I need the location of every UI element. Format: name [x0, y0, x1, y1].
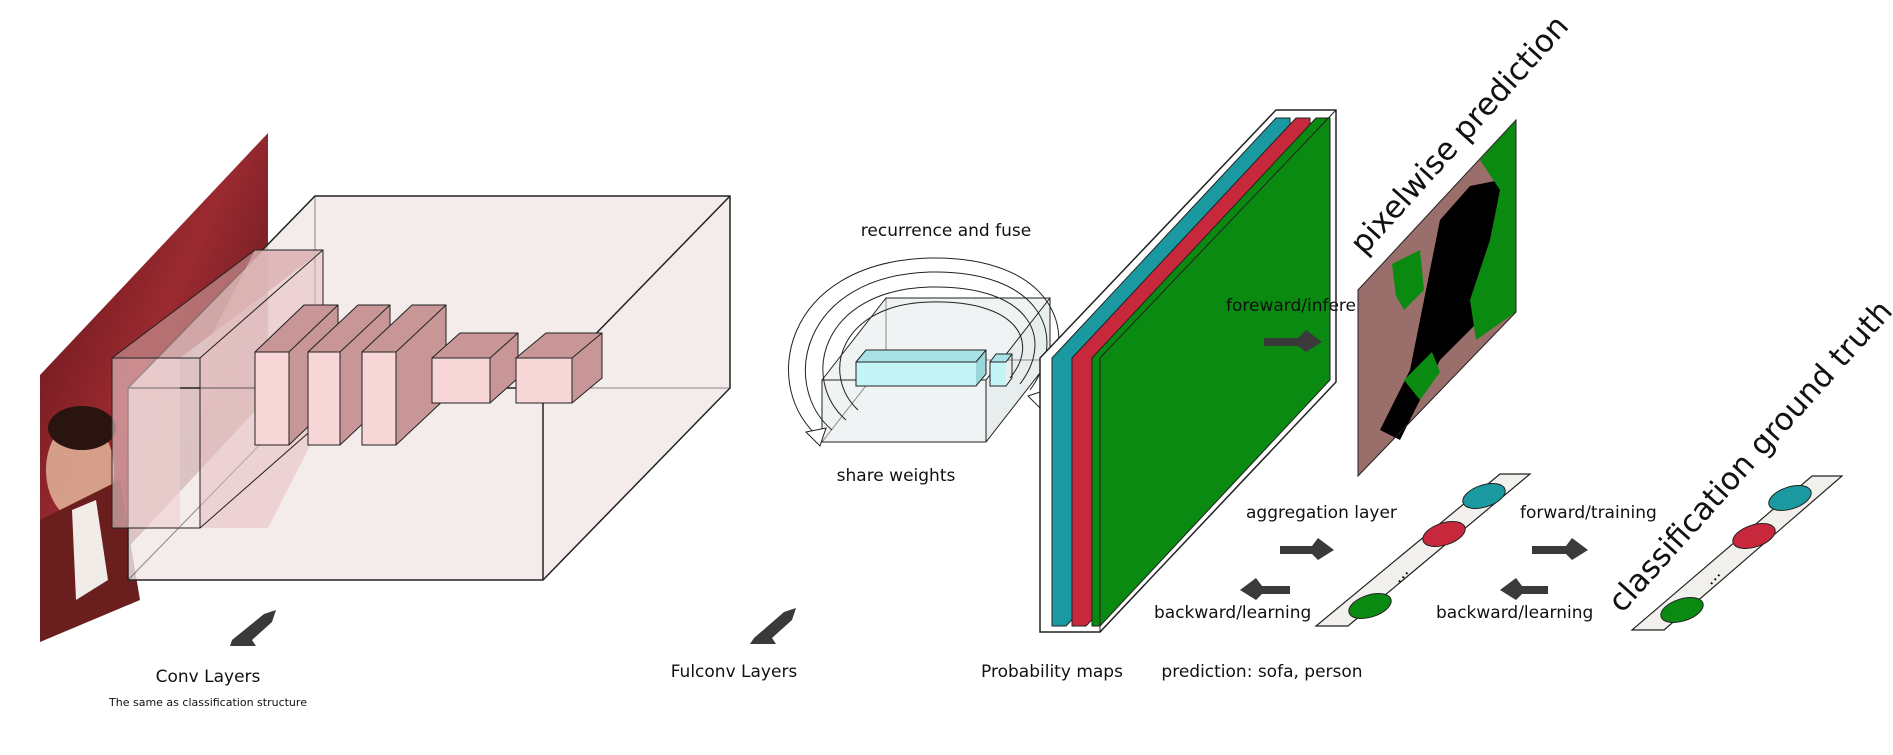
backward-learning-left-label: backward/learning	[1154, 603, 1311, 623]
recurrence-fuse-label: recurrence and fuse	[861, 221, 1031, 241]
foreward-inference-label: foreward/inference	[1226, 296, 1387, 316]
prediction-label: prediction: sofa, person	[1161, 662, 1362, 682]
conv-layers-label: Conv Layers	[156, 667, 261, 687]
training-arrow-icon	[1532, 538, 1588, 560]
prediction-vector	[1314, 473, 1532, 627]
forward-training-label: forward/training	[1520, 503, 1657, 523]
probability-maps-label: Probability maps	[981, 662, 1123, 682]
fulconv-layers-label: Fulconv Layers	[671, 662, 798, 682]
backward-learning-right-label: backward/learning	[1436, 603, 1593, 623]
aggregation-layer-label: aggregation layer	[1246, 503, 1397, 523]
share-weights-label: share weights	[837, 466, 956, 486]
pixelwise-prediction-map	[1357, 118, 1517, 478]
recurrent-unit	[855, 349, 1013, 387]
classification-ground-truth-label: classification ground truth	[1601, 293, 1893, 619]
ground-truth-vector	[1630, 475, 1844, 631]
feature-layer-6	[515, 332, 603, 404]
backward-arrow-right-icon	[1500, 578, 1548, 600]
fulconv-arrow-icon	[750, 608, 796, 644]
backward-arrow-left-icon	[1240, 578, 1290, 600]
feature-layer-4	[361, 304, 447, 446]
inference-arrow-icon	[1264, 330, 1322, 352]
conv-arrow-icon	[230, 610, 276, 646]
probability-maps	[1039, 109, 1337, 633]
conv-note-label: The same as classification structure	[108, 696, 307, 709]
aggregation-arrow-icon	[1280, 538, 1334, 560]
feature-layer-5	[431, 332, 519, 404]
